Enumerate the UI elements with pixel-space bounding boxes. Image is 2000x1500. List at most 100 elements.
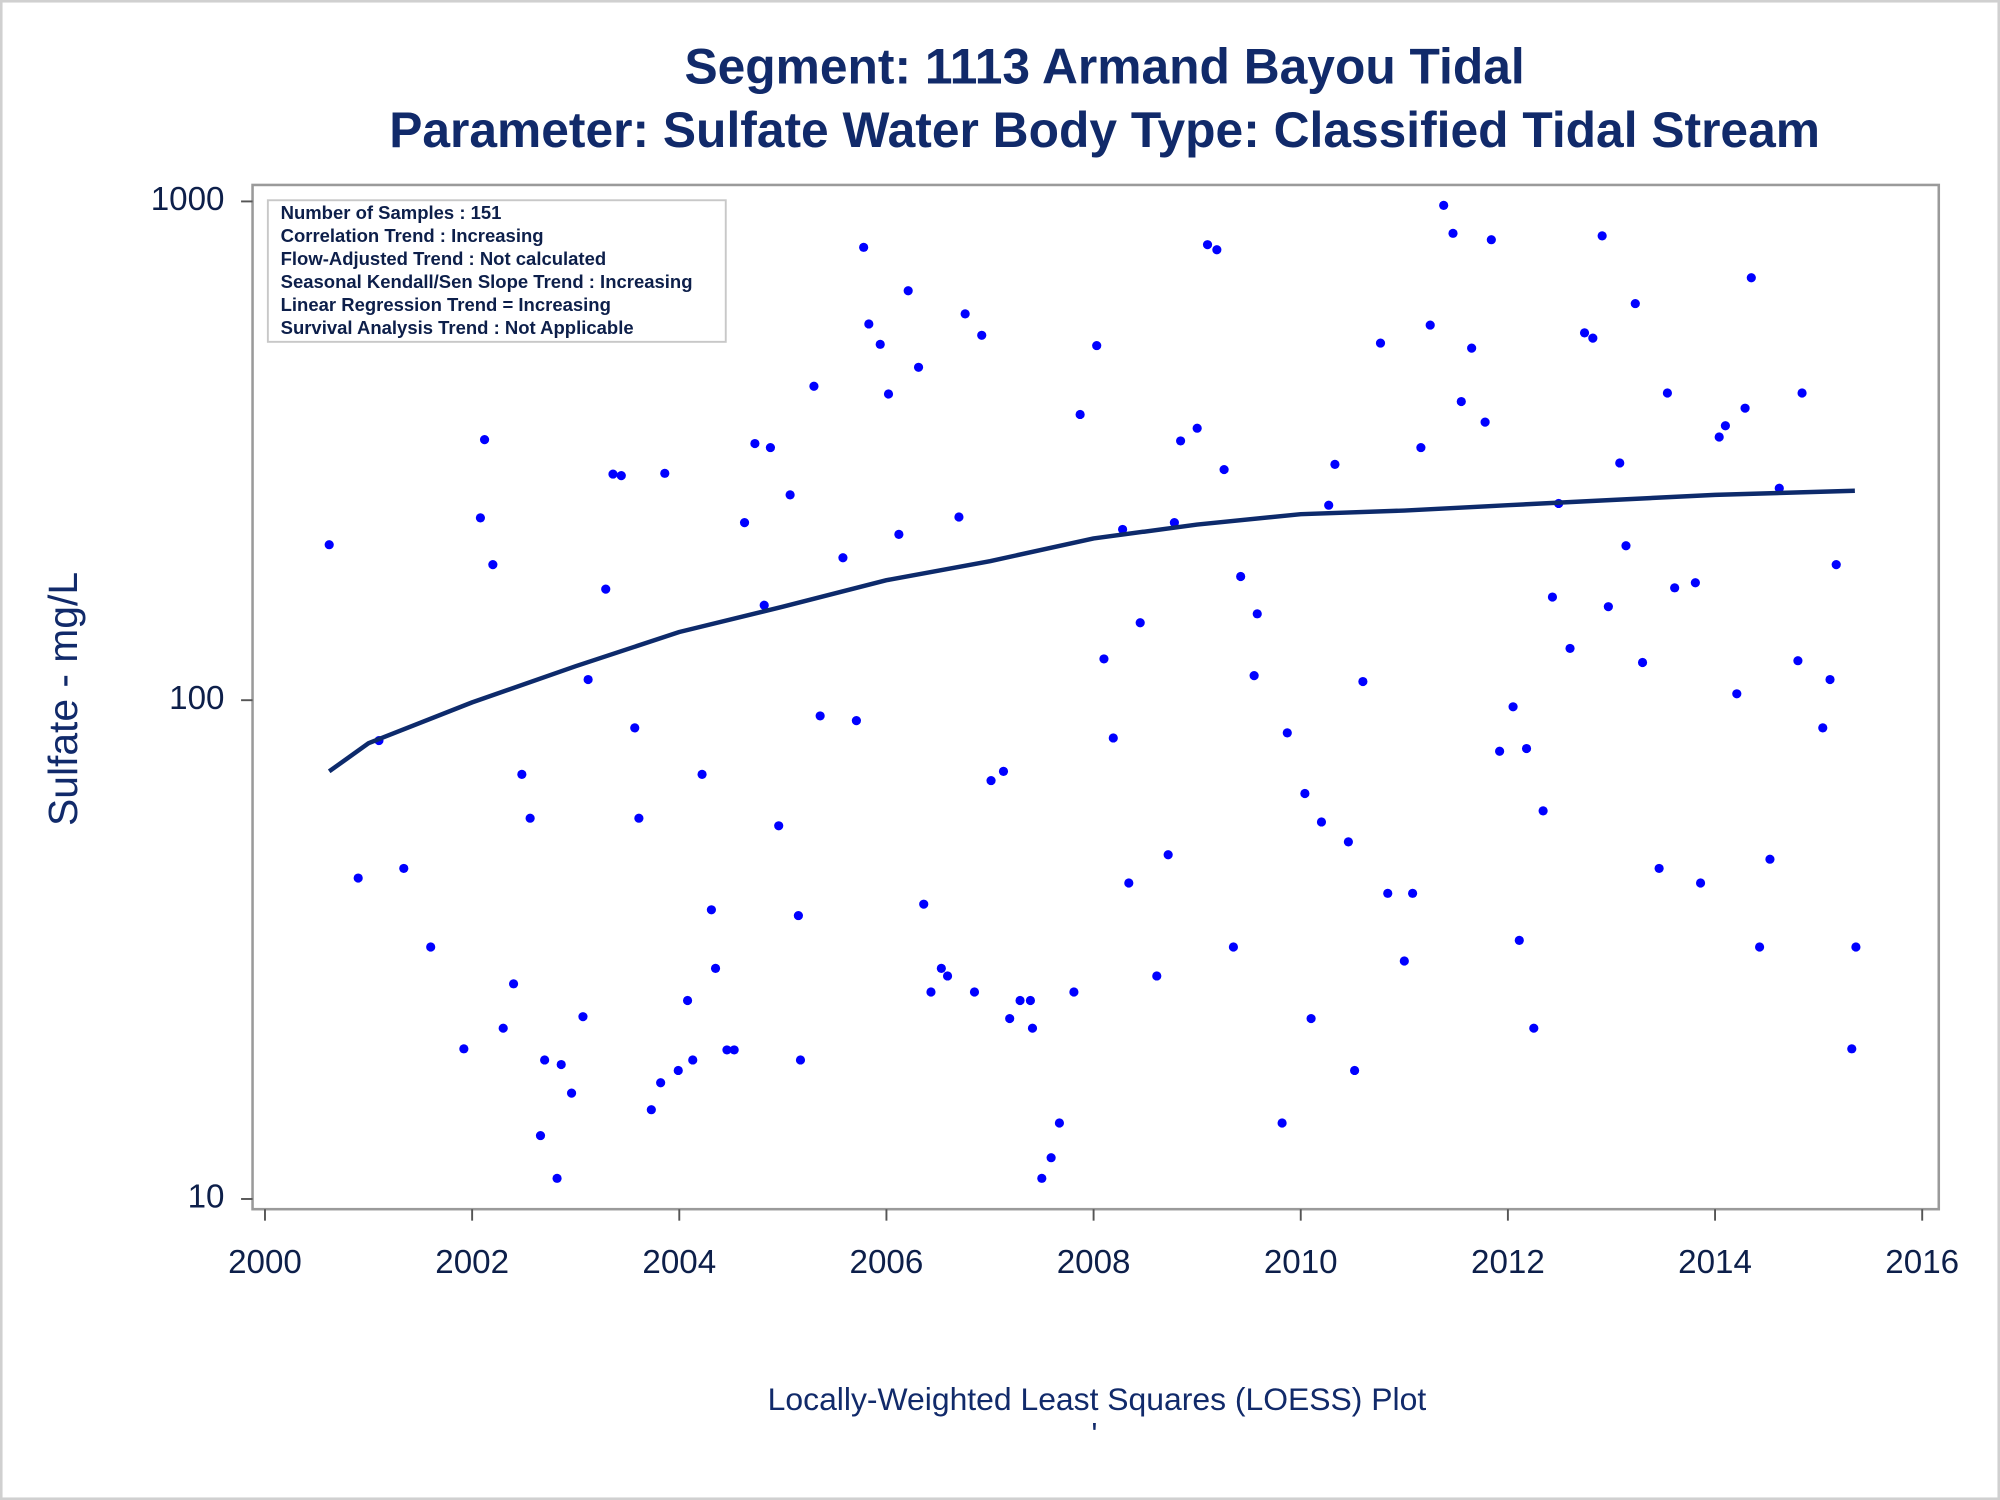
- stats-line: Number of Samples : 151: [281, 202, 502, 223]
- data-point: [1282, 728, 1292, 738]
- data-point: [1135, 618, 1145, 628]
- data-point: [1343, 837, 1353, 847]
- data-point: [1124, 878, 1134, 888]
- data-point: [1324, 500, 1334, 510]
- data-point: [1202, 240, 1213, 250]
- data-point: [1075, 409, 1085, 420]
- data-point: [1099, 654, 1109, 664]
- data-point: [1774, 483, 1784, 493]
- data-point: [998, 766, 1009, 776]
- data-point: [459, 1044, 469, 1054]
- x-tick-label: 2016: [1885, 1244, 1959, 1281]
- data-point: [960, 309, 970, 319]
- x-tick-label: 2002: [435, 1244, 509, 1281]
- data-point: [616, 471, 626, 481]
- footnote: Locally-Weighted Least Squares (LOESS) P…: [768, 1381, 1427, 1417]
- stats-line: Linear Regression Trend = Increasing: [281, 294, 611, 315]
- data-point: [1425, 320, 1435, 330]
- data-point: [875, 339, 885, 349]
- data-point: [556, 1059, 566, 1070]
- y-tick-label: 1000: [151, 181, 225, 218]
- data-point: [630, 723, 640, 733]
- data-point: [1630, 298, 1640, 309]
- data-point: [986, 775, 996, 786]
- data-point: [759, 600, 769, 610]
- data-point: [1108, 733, 1118, 743]
- data-point: [1825, 674, 1835, 685]
- y-tick-label: 10: [188, 1179, 225, 1216]
- data-point: [1746, 273, 1756, 283]
- data-point: [765, 442, 776, 453]
- data-point: [608, 469, 618, 479]
- data-point: [535, 1130, 546, 1141]
- data-point: [1818, 723, 1828, 733]
- data-point: [1015, 995, 1025, 1006]
- data-point: [1565, 643, 1575, 654]
- data-point: [1300, 788, 1310, 799]
- data-point: [710, 963, 721, 973]
- data-point: [1615, 458, 1625, 468]
- data-point: [1249, 671, 1259, 681]
- data-point: [883, 389, 894, 399]
- data-point: [969, 987, 980, 997]
- data-point: [1508, 702, 1518, 712]
- data-point: [1092, 340, 1102, 351]
- data-point: [1637, 657, 1648, 668]
- x-tick-label: 2014: [1678, 1244, 1752, 1281]
- data-point: [1236, 571, 1246, 582]
- data-point: [1547, 592, 1558, 602]
- data-point: [795, 1055, 806, 1065]
- data-point: [508, 979, 519, 989]
- data-point: [793, 910, 803, 921]
- data-point: [1046, 1153, 1056, 1163]
- data-point: [673, 1065, 683, 1076]
- data-point: [1192, 423, 1202, 433]
- loess-line: [327, 488, 1855, 774]
- data-point: [859, 242, 869, 252]
- data-point: [1588, 333, 1598, 343]
- data-point: [1163, 850, 1173, 860]
- data-point: [894, 529, 904, 539]
- data-point: [926, 987, 936, 997]
- data-point: [399, 863, 409, 874]
- y-tick-label: 100: [169, 680, 224, 717]
- stats-line: Flow-Adjusted Trend : Not calculated: [281, 248, 607, 269]
- data-point: [353, 873, 363, 883]
- data-point: [583, 674, 593, 685]
- data-point: [977, 330, 987, 340]
- data-point: [1654, 863, 1664, 874]
- data-point: [913, 362, 924, 372]
- data-point: [1169, 518, 1179, 528]
- stats-line: Survival Analysis Trend : Not Applicable: [281, 317, 634, 338]
- data-point: [851, 716, 861, 726]
- data-point: [1851, 942, 1861, 952]
- data-point: [646, 1105, 656, 1115]
- data-point: [1603, 602, 1613, 612]
- data-point: [1375, 338, 1386, 348]
- data-point: [1416, 442, 1426, 453]
- data-point: [1754, 942, 1765, 952]
- footnote-mark: ': [1091, 1416, 1097, 1452]
- data-point: [954, 512, 964, 522]
- data-point: [552, 1173, 562, 1183]
- data-point: [750, 438, 760, 449]
- data-point: [1670, 583, 1680, 593]
- data-point: [1486, 235, 1496, 245]
- data-point: [1252, 609, 1262, 619]
- data-point: [475, 513, 486, 523]
- data-point: [1118, 524, 1128, 534]
- x-tick-label: 2010: [1264, 1244, 1338, 1281]
- data-point: [815, 711, 825, 721]
- data-point: [525, 813, 535, 823]
- data-point: [1448, 228, 1458, 238]
- data-point: [1793, 656, 1803, 666]
- data-point: [634, 813, 644, 823]
- data-point: [706, 905, 716, 915]
- data-point: [688, 1055, 698, 1065]
- data-point: [488, 560, 498, 570]
- data-point: [1439, 200, 1449, 210]
- x-tick-label: 2012: [1471, 1244, 1545, 1281]
- data-point: [729, 1045, 739, 1055]
- x-tick-label: 2008: [1057, 1244, 1131, 1281]
- data-point: [578, 1012, 588, 1022]
